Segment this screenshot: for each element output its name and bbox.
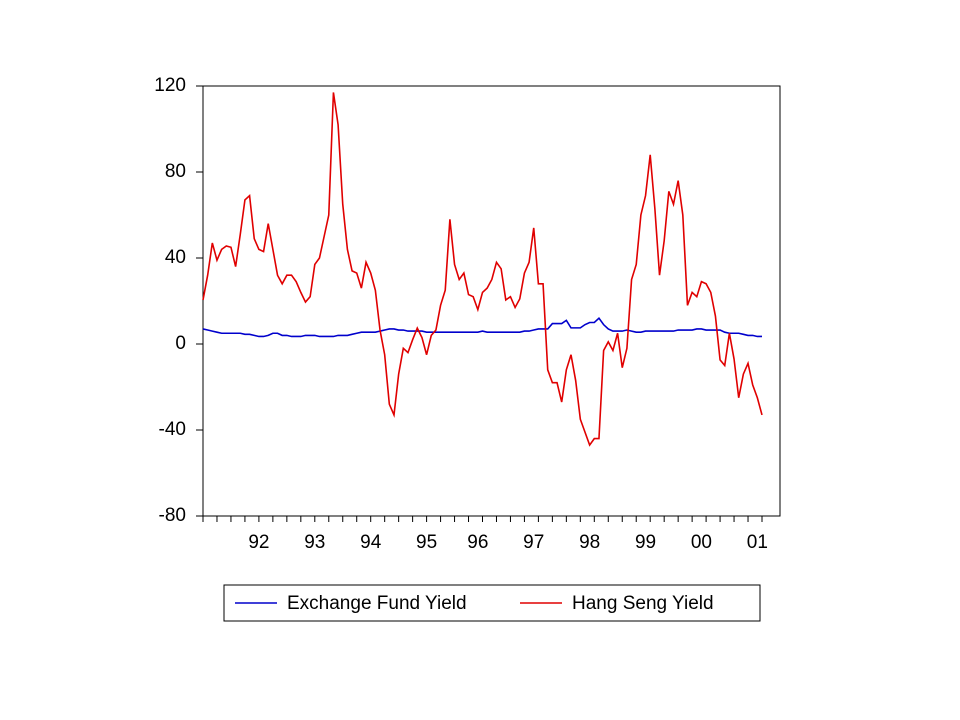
legend (223, 584, 761, 622)
x-tick-label: 93 (304, 532, 325, 553)
legend-label: Hang Seng Yield (572, 593, 714, 614)
x-tick-label: 98 (579, 532, 600, 553)
series-line (202, 92, 763, 447)
legend-label: Exchange Fund Yield (287, 593, 467, 614)
x-tick-label: 95 (416, 532, 437, 553)
y-tick-label: -80 (159, 505, 186, 526)
y-tick-label: 40 (165, 247, 186, 268)
x-tick-label: 96 (467, 532, 488, 553)
x-tick-label: 94 (360, 532, 382, 553)
y-tick-label: 0 (175, 333, 186, 354)
x-tick-label: 97 (523, 532, 544, 553)
y-tick-label: 120 (154, 75, 186, 96)
series-line (202, 317, 762, 338)
legend-box (223, 584, 761, 622)
x-tick-label: 01 (747, 532, 768, 553)
x-tick-label: 92 (248, 532, 269, 553)
y-tick-label: 80 (165, 161, 186, 182)
x-tick-label: 99 (635, 532, 656, 553)
y-tick-label: -40 (159, 419, 186, 440)
x-tick-label: 00 (691, 532, 712, 553)
plot-frame (202, 85, 781, 517)
